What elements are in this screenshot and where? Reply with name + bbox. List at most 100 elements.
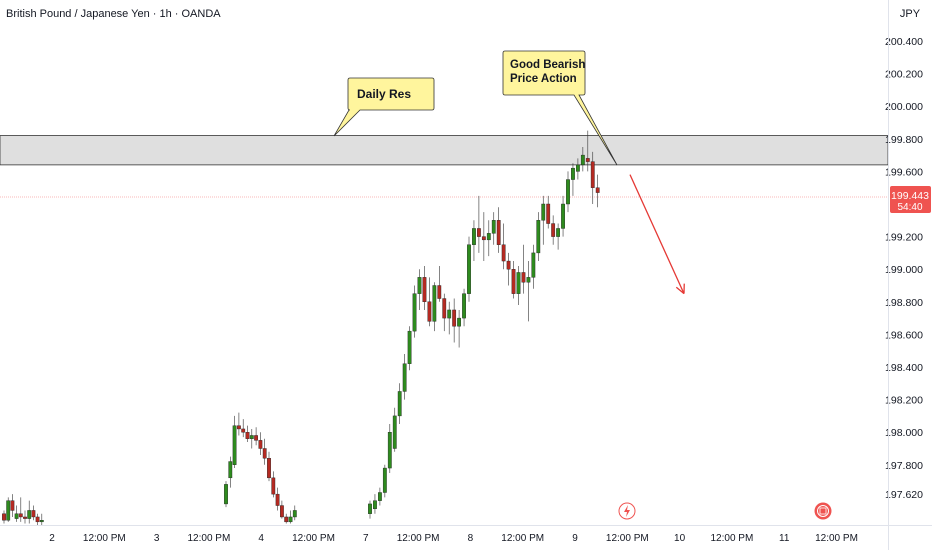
- price-tick-label: 199.000: [885, 264, 923, 276]
- time-tick-label: 2: [49, 533, 55, 544]
- current-price-value: 199.443: [891, 190, 929, 202]
- candle-body: [393, 416, 396, 449]
- candle: [398, 383, 401, 424]
- candle: [383, 465, 386, 498]
- price-tick-label: 198.000: [885, 427, 923, 439]
- candle-body: [259, 440, 262, 448]
- candle: [547, 196, 550, 229]
- candle: [596, 175, 599, 208]
- candle-body: [596, 188, 599, 193]
- time-tick-label: 12:00 PM: [710, 533, 753, 544]
- candle-body: [547, 204, 550, 224]
- candle-body: [423, 277, 426, 301]
- candle: [242, 419, 245, 437]
- time-tick-label: 12:00 PM: [501, 533, 544, 544]
- candle-body: [433, 286, 436, 322]
- candle: [2, 510, 5, 523]
- candle-body: [571, 168, 574, 179]
- price-tick-label: 200.000: [885, 101, 923, 113]
- candle-body: [11, 501, 14, 511]
- candle: [507, 253, 510, 286]
- candle: [263, 439, 266, 465]
- candle: [556, 224, 559, 250]
- candle: [551, 215, 554, 244]
- candle: [571, 163, 574, 196]
- candle: [423, 266, 426, 310]
- candle: [452, 299, 455, 343]
- candle-body: [263, 449, 266, 459]
- lightning-icon: [619, 503, 635, 519]
- candle-body: [246, 432, 249, 439]
- candle-body: [7, 501, 10, 521]
- candle-body: [15, 514, 18, 519]
- candle-body: [542, 204, 545, 220]
- currency-label[interactable]: JPY: [888, 8, 932, 20]
- callout-text: Daily Res: [357, 87, 411, 101]
- candle: [457, 310, 460, 347]
- candle: [443, 294, 446, 331]
- time-tick-label: 12:00 PM: [397, 533, 440, 544]
- candle: [561, 196, 564, 237]
- candle: [229, 457, 232, 488]
- candle: [418, 269, 421, 310]
- candle: [246, 426, 249, 442]
- candle: [542, 196, 545, 245]
- candle-body: [428, 302, 431, 322]
- candle-body: [482, 237, 485, 240]
- candle-body: [566, 180, 569, 204]
- time-tick-label: 4: [258, 533, 264, 544]
- candle: [472, 220, 475, 261]
- candle: [438, 266, 441, 302]
- candle-body: [368, 504, 371, 514]
- time-axis-divider: [0, 525, 932, 526]
- candle-body: [373, 501, 376, 509]
- candle: [566, 171, 569, 212]
- candle-body: [40, 520, 43, 522]
- callout-text: Good Bearish: [510, 59, 585, 71]
- candle: [224, 481, 227, 507]
- candle-body: [537, 220, 540, 253]
- candle-body: [467, 245, 470, 294]
- candle: [11, 494, 14, 517]
- candle-body: [591, 162, 594, 188]
- candle: [492, 212, 495, 245]
- time-tick-label: 7: [363, 533, 369, 544]
- candle-body: [517, 272, 520, 293]
- candle-body: [492, 220, 495, 233]
- candle-body: [472, 228, 475, 244]
- candle: [15, 506, 18, 522]
- candle-body: [527, 277, 530, 282]
- candle-body: [403, 364, 406, 392]
- candle-body: [19, 514, 22, 517]
- price-tick-label: 199.200: [885, 232, 923, 244]
- candle-body: [408, 331, 411, 364]
- candle-body: [551, 224, 554, 237]
- candle: [250, 429, 253, 449]
- candle-body: [280, 506, 283, 517]
- candle: [233, 416, 236, 468]
- candle: [7, 497, 10, 521]
- time-tick-label: 3: [154, 533, 160, 544]
- candle-body: [452, 310, 455, 326]
- candle-body: [586, 158, 589, 161]
- candle: [487, 220, 490, 256]
- candle: [403, 354, 406, 400]
- candle-body: [502, 245, 505, 261]
- candle: [280, 501, 283, 519]
- resistance-zone: [0, 136, 888, 165]
- price-tick-label: 197.800: [885, 460, 923, 472]
- candle-body: [522, 272, 525, 282]
- candle: [497, 207, 500, 253]
- candle-body: [229, 462, 232, 478]
- candle-body: [254, 435, 257, 440]
- candle: [23, 510, 26, 523]
- price-tick-label: 197.620: [885, 489, 923, 501]
- candle: [293, 506, 296, 521]
- price-tick-label: 199.800: [885, 134, 923, 146]
- candle-body: [23, 517, 26, 519]
- candle-body: [581, 155, 584, 165]
- candle: [378, 488, 381, 506]
